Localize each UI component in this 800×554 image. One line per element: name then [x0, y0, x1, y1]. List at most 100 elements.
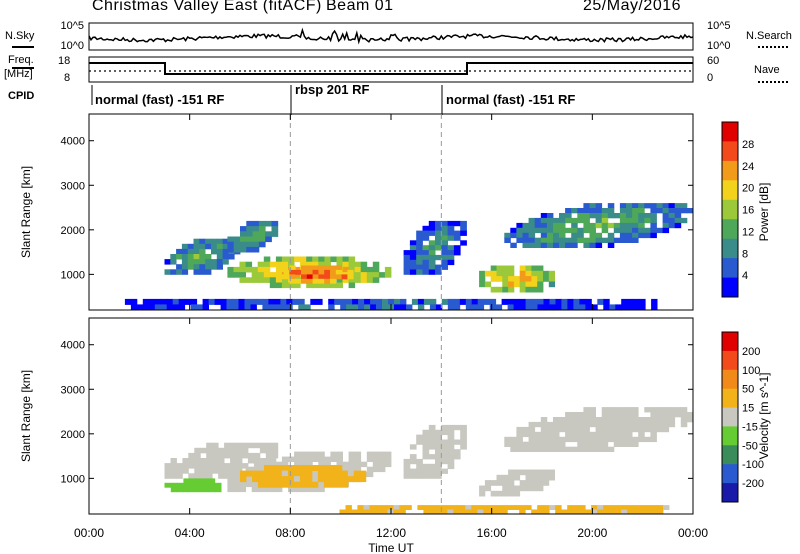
scatter-cell — [609, 509, 616, 515]
scatter-cell — [181, 243, 189, 250]
scatter-cell — [312, 282, 319, 289]
x-tick-label: 08:00 — [275, 526, 305, 540]
scatter-cell — [613, 407, 621, 413]
scatter-cell — [441, 235, 448, 241]
scatter-cell — [583, 237, 590, 243]
scatter-cell — [216, 259, 223, 265]
scatter-cell — [619, 217, 627, 224]
scatter-cell — [258, 470, 265, 477]
scatter-cell — [372, 451, 380, 457]
scatter-cell — [619, 441, 627, 447]
scatter-cell — [318, 282, 325, 289]
scatter-cell — [662, 417, 670, 423]
scatter-cell — [650, 421, 657, 428]
scatter-cell — [589, 417, 596, 423]
scatter-cell — [650, 417, 657, 423]
scatter-cell — [247, 458, 255, 464]
freq-panel-frame — [88, 56, 694, 83]
scatter-cell — [342, 277, 349, 283]
scatter-cell — [205, 264, 212, 270]
scatter-cell — [202, 298, 209, 305]
scatter-cell — [293, 476, 301, 483]
scatter-cell — [236, 458, 243, 464]
scatter-cell — [540, 446, 548, 452]
scatter-cell — [579, 298, 586, 305]
y-tick-label: 1000 — [61, 269, 85, 281]
scatter-cell — [265, 220, 272, 227]
scatter-cell — [306, 451, 313, 457]
scatter-cell — [531, 276, 538, 282]
scatter-cell — [339, 509, 346, 515]
scatter-cell — [613, 222, 621, 229]
scatter-cell — [222, 238, 229, 245]
scatter-cell — [238, 298, 245, 305]
scatter-cell — [583, 431, 590, 438]
scatter-cell — [193, 264, 200, 270]
scatter-cell — [650, 227, 657, 234]
scatter-cell — [409, 264, 417, 270]
scatter-cell — [519, 304, 526, 311]
scatter-cell — [181, 264, 189, 270]
scatter-cell — [507, 505, 514, 510]
scatter-cell — [513, 505, 520, 510]
colorbar-tick-label: -15 — [742, 421, 758, 433]
scatter-cell — [409, 250, 417, 256]
scatter-cell — [212, 447, 219, 454]
scatter-cell — [240, 476, 247, 483]
scatter-cell — [555, 505, 562, 510]
scatter-cell — [205, 243, 212, 250]
scatter-cell — [348, 451, 356, 457]
scatter-cell — [230, 458, 237, 464]
colorbar-frame — [721, 331, 739, 503]
scatter-cell — [300, 451, 307, 457]
scatter-cell — [366, 451, 374, 457]
scatter-cell — [348, 282, 356, 289]
scatter-cell — [522, 232, 529, 239]
scatter-cell — [196, 304, 203, 311]
scatter-cell — [232, 304, 239, 311]
scatter-cell — [504, 237, 511, 243]
scatter-cell — [200, 458, 207, 464]
scatter-cell — [656, 227, 663, 234]
scatter-cell — [287, 465, 295, 471]
scatter-cell — [428, 473, 436, 479]
scatter-cell — [589, 227, 596, 234]
scatter-cell — [674, 222, 682, 229]
scatter-cell — [354, 261, 362, 268]
scatter-cell — [233, 236, 241, 243]
scatter-cell — [435, 240, 442, 246]
scatter-cell — [549, 304, 556, 311]
scatter-cell — [638, 232, 645, 239]
scatter-cell — [583, 441, 590, 447]
scatter-cell — [130, 298, 138, 305]
scatter-cell — [176, 254, 183, 260]
scatter-cell — [422, 225, 430, 232]
scatter-cell — [317, 476, 325, 483]
scatter-cell — [644, 426, 651, 433]
x-tick-label: 20:00 — [577, 526, 607, 540]
scatter-cell — [342, 466, 349, 473]
scatter-cell — [644, 232, 651, 239]
scatter-cell — [548, 270, 555, 277]
scatter-cell — [281, 261, 289, 268]
scatter-cell — [196, 478, 203, 484]
scatter-cell — [384, 461, 392, 468]
scatter-cell — [205, 254, 212, 260]
scatter-cell — [329, 465, 337, 471]
scatter-cell — [183, 487, 191, 493]
scatter-cell — [522, 222, 529, 229]
scatter-cell — [573, 509, 580, 515]
scatter-cell — [613, 431, 621, 438]
scatter-cell — [372, 461, 380, 468]
scatter-cell — [490, 270, 497, 277]
scatter-cell — [540, 426, 548, 433]
scatter-cell — [559, 446, 566, 452]
scatter-cell — [583, 242, 590, 248]
scatter-cell — [188, 463, 195, 469]
scatter-cell — [601, 213, 609, 219]
scatter-cell — [435, 225, 442, 232]
nsearch-label: N.Search — [746, 30, 792, 42]
scatter-cell — [626, 227, 633, 234]
scatter-cell — [453, 235, 461, 241]
scatter-cell — [164, 468, 171, 474]
